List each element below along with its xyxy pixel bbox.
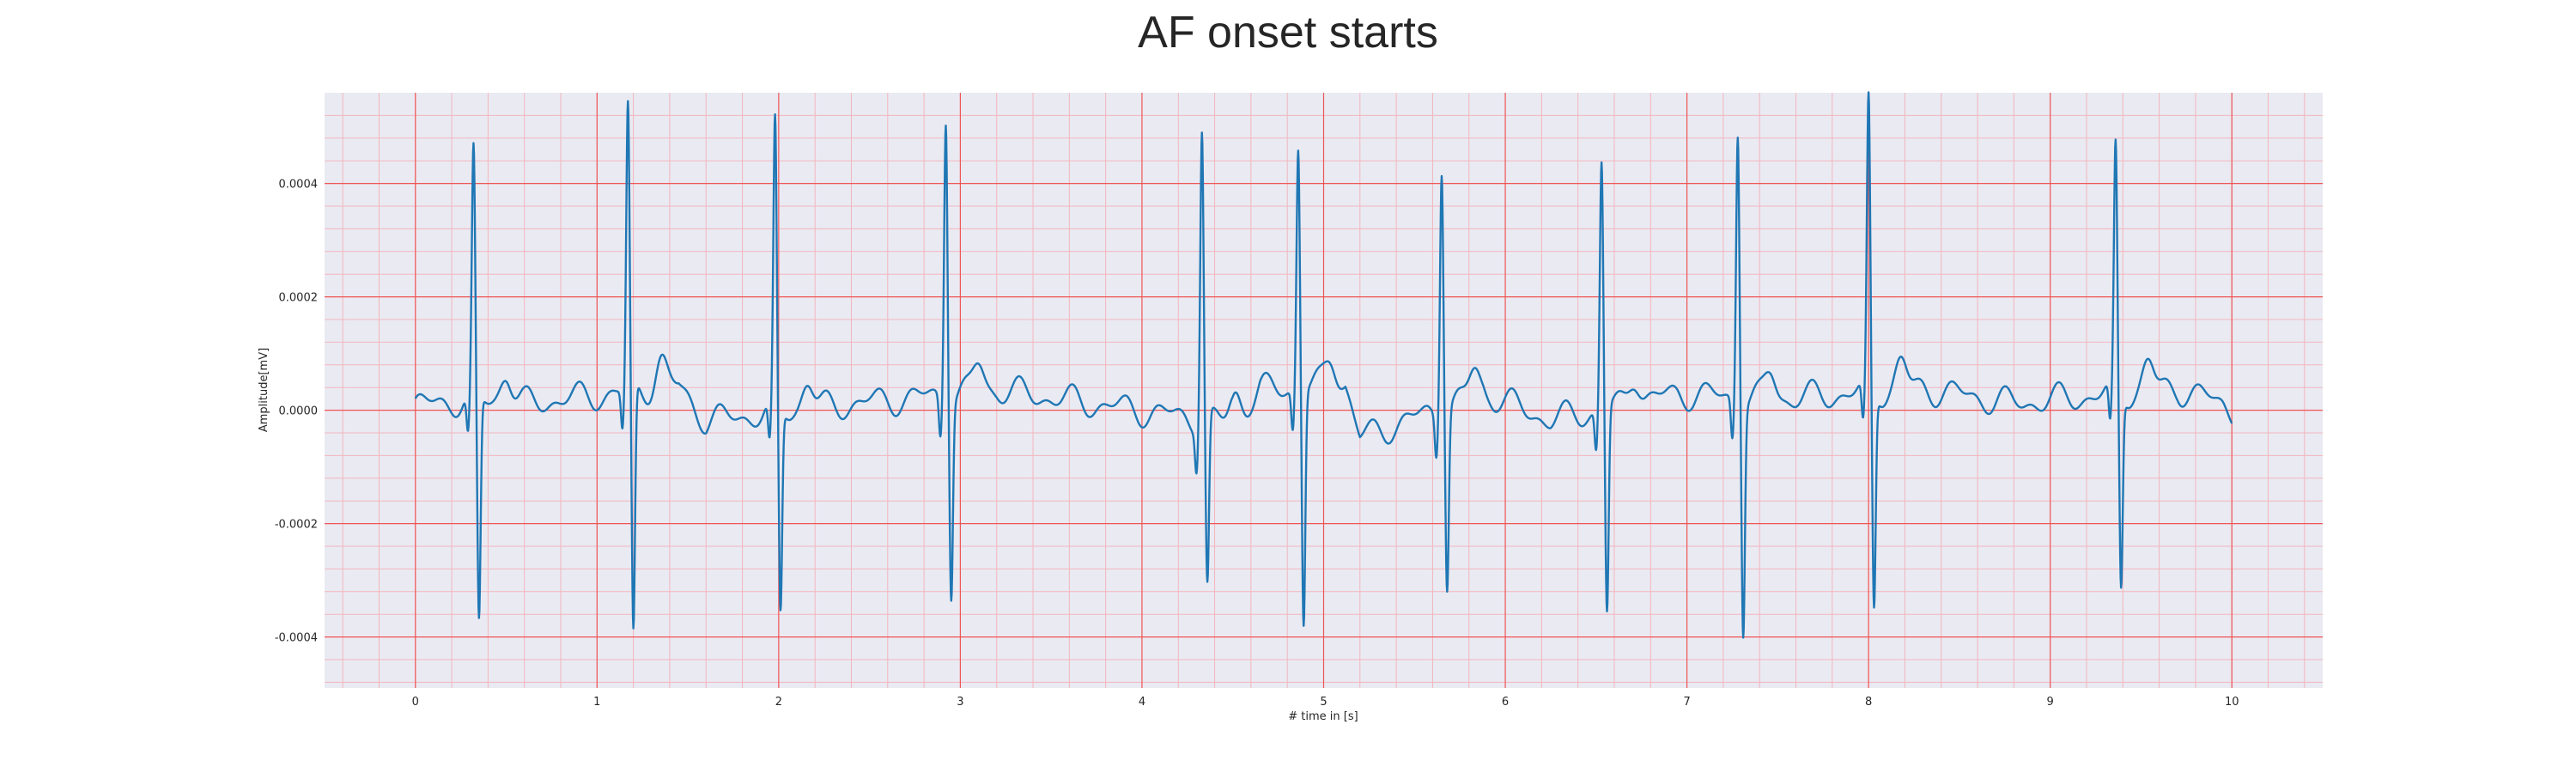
x-tick-label: 10	[2225, 696, 2239, 709]
ecg-series-line	[414, 91, 2233, 639]
x-tick-label: 5	[1320, 696, 1327, 709]
series-layer	[414, 91, 2233, 639]
x-tick-label: 3	[957, 696, 963, 709]
x-tick-label: 0	[412, 696, 419, 709]
x-tick-label: 4	[1139, 696, 1145, 709]
x-tick-label: 6	[1502, 696, 1509, 709]
y-axis-label: Amplitude[mV]	[258, 348, 270, 432]
y-tick-label: -0.0002	[275, 519, 318, 532]
x-tick-label: 1	[593, 696, 600, 709]
y-tick-label: 0.0000	[279, 405, 319, 418]
y-tick-labels: -0.0004 -0.0002 0.0000 0.0002 0.0004	[275, 179, 318, 645]
major-grid	[325, 93, 2323, 688]
chart-title: AF onset starts	[1138, 8, 1438, 58]
y-tick-label: 0.0002	[279, 292, 319, 305]
x-tick-label: 7	[1683, 696, 1690, 709]
x-tick-label: 2	[775, 696, 782, 709]
x-tick-label: 8	[1865, 696, 1872, 709]
x-axis-label: # time in [s]	[1288, 710, 1358, 723]
y-tick-label: 0.0004	[279, 179, 319, 192]
x-tick-labels: 0 1 2 3 4 5 6 7 8 9 10	[412, 696, 2239, 709]
y-tick-label: -0.0004	[275, 632, 318, 645]
x-tick-label: 9	[2047, 696, 2054, 709]
